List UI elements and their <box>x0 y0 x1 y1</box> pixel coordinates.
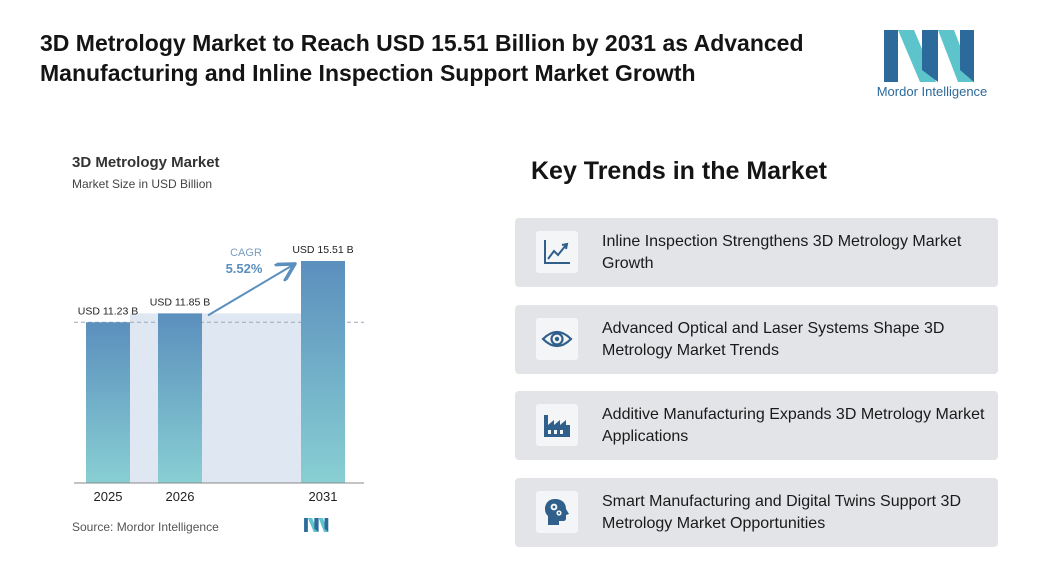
data-label-2031: USD 15.51 B <box>292 244 353 256</box>
cagr-value: 5.52% <box>226 261 263 276</box>
x-tick-2026: 2026 <box>166 489 195 504</box>
bar-2026 <box>158 313 202 483</box>
head-gears-icon <box>545 499 569 525</box>
bar-2025 <box>86 322 130 483</box>
cagr-arrow <box>207 265 293 317</box>
trend-card-4: Smart Manufacturing and Digital Twins Su… <box>515 478 998 547</box>
chart-panel: USD 11.23 B 2025 USD 11.85 B 2026 USD 15.51 … <box>52 138 374 544</box>
mini-logo-icon <box>304 518 329 532</box>
trend-icon-box <box>536 491 578 533</box>
bar-chart: USD 11.23 B 2025 USD 11.85 B 2026 USD 15.51 … <box>74 244 364 504</box>
trend-icon-box <box>536 318 578 360</box>
brand-logo: Mordor Intelligence <box>872 30 992 102</box>
data-label-2026: USD 11.85 B <box>150 296 211 308</box>
factory-icon <box>544 415 570 437</box>
chart-source: Source: Mordor Intelligence <box>72 520 219 534</box>
x-tick-2031: 2031 <box>309 489 338 504</box>
trends-title: Key Trends in the Market <box>531 157 827 185</box>
bar-2031 <box>301 261 345 483</box>
x-tick-2025: 2025 <box>94 489 123 504</box>
headline: 3D Metrology Market to Reach USD 15.51 B… <box>40 30 804 86</box>
eye-icon <box>541 330 573 348</box>
trend-card-2: Advanced Optical and Laser Systems Shape… <box>515 305 998 374</box>
trend-card-3: Additive Manufacturing Expands 3D Metrol… <box>515 391 998 460</box>
cagr-label: CAGR <box>230 247 262 259</box>
data-label-2025: USD 11.23 B <box>78 305 139 317</box>
trend-card-1: Inline Inspection Strengthens 3D Metrolo… <box>515 218 998 287</box>
trend-text: Inline Inspection Strengthens 3D Metrolo… <box>602 233 962 272</box>
trend-text: Additive Manufacturing Expands 3D Metrol… <box>602 406 985 445</box>
trend-icon-box <box>536 231 578 273</box>
trend-icon-box <box>536 404 578 446</box>
chart-title: 3D Metrology Market <box>72 154 220 171</box>
trend-text: Advanced Optical and Laser Systems Shape… <box>602 320 945 359</box>
mordor-logo-icon <box>884 30 974 82</box>
growth-band <box>130 313 301 483</box>
chart-subtitle: Market Size in USD Billion <box>72 177 213 191</box>
brand-name: Mordor Intelligence <box>876 84 988 99</box>
trend-text: Smart Manufacturing and Digital Twins Su… <box>602 493 961 532</box>
line-chart-icon <box>544 240 570 264</box>
